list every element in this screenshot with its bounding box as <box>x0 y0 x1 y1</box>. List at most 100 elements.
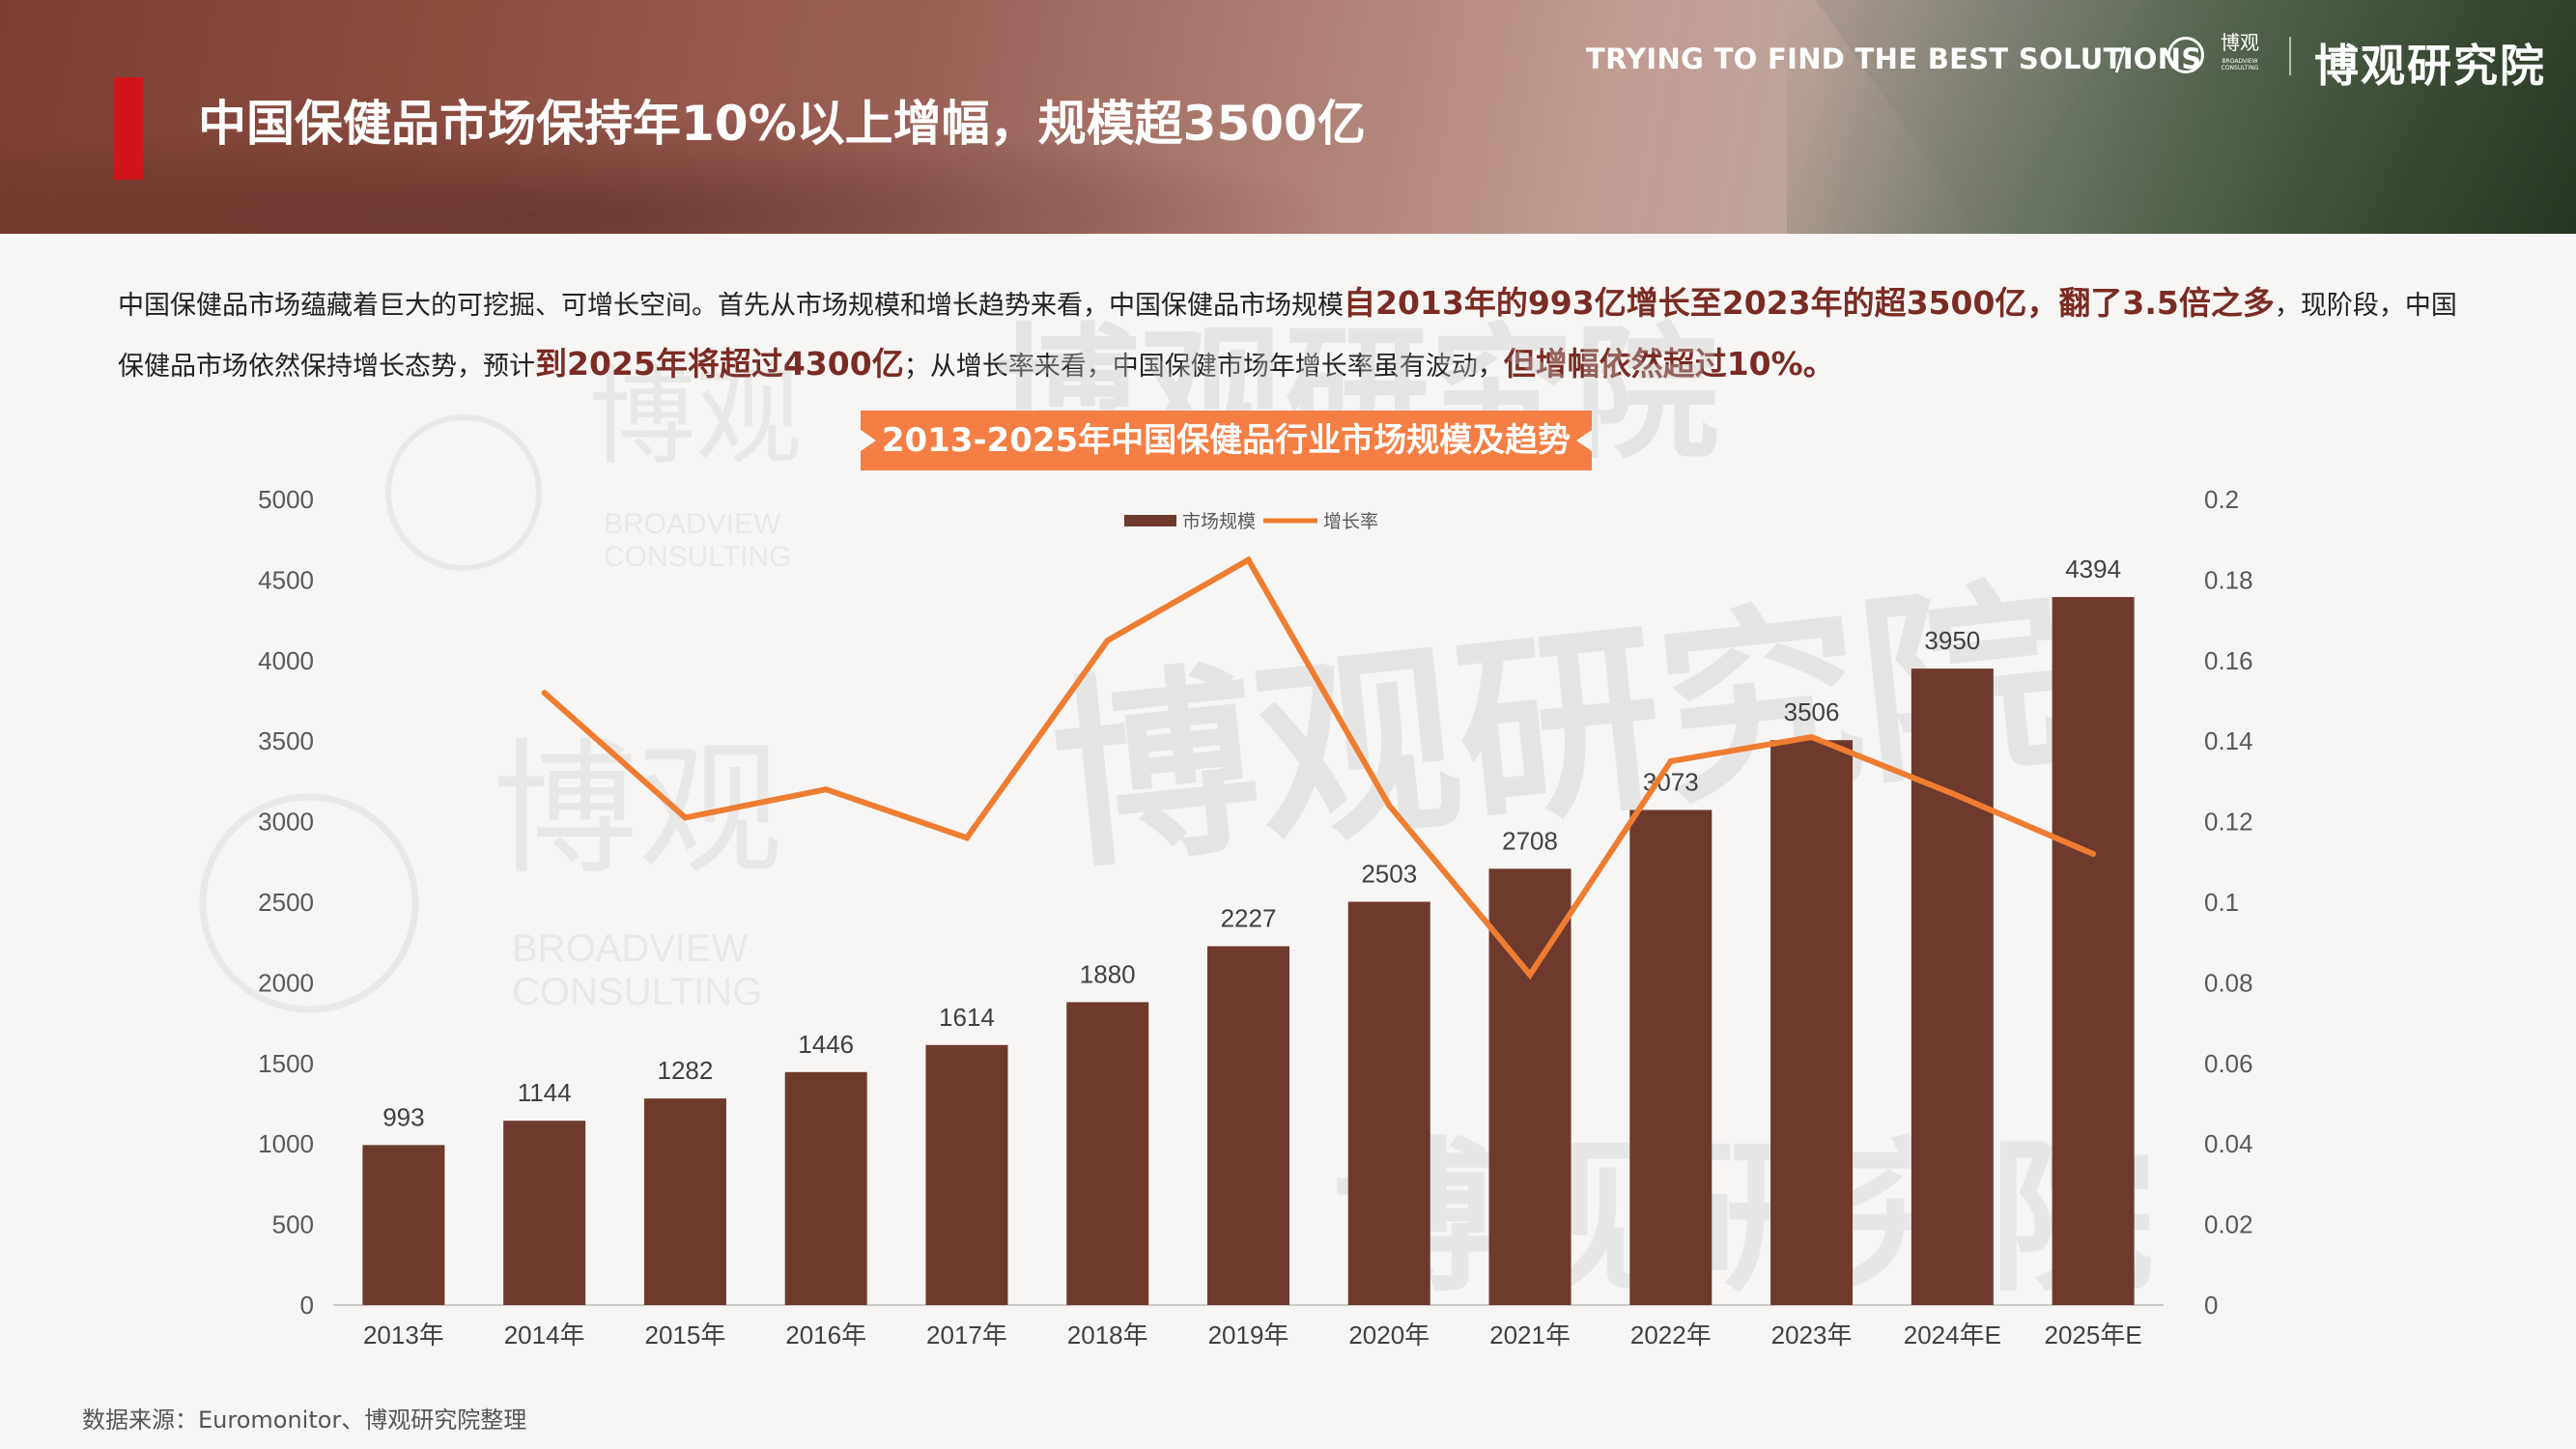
growth-rate-point <box>1949 790 1956 797</box>
x-tick-label: 2021年 <box>1489 1321 1571 1350</box>
chart-title-notch-right <box>1576 430 1592 451</box>
page-title: 中国保健品市场保持年10%以上增幅，规模超3500亿 <box>198 96 1366 152</box>
bar-8 <box>1347 901 1430 1305</box>
bar-1 <box>362 1145 445 1305</box>
bar-value-label: 3506 <box>1784 697 1840 726</box>
growth-rate-point <box>1667 758 1674 765</box>
y-left-tick-label: 500 <box>272 1210 314 1239</box>
chart-title-text: 2013-2025年中国保健品行业市场规模及趋势 <box>881 421 1571 460</box>
y-left-tick-label: 0 <box>300 1291 314 1320</box>
growth-rate-point <box>1245 556 1252 563</box>
y-left-tick-label: 2000 <box>258 968 314 997</box>
y-right-tick-label: 0.06 <box>2204 1049 2253 1078</box>
bar-value-label: 2227 <box>1221 904 1277 933</box>
x-tick-label: 2024年E <box>1904 1321 2001 1350</box>
growth-rate-point <box>1386 802 1393 809</box>
bar-value-label: 1144 <box>518 1078 572 1107</box>
x-tick-label: 2020年 <box>1348 1321 1430 1350</box>
x-tick-label: 2025年E <box>2045 1321 2142 1350</box>
growth-rate-point <box>1527 972 1534 979</box>
y-right-tick-label: 0.18 <box>2204 565 2253 594</box>
bar-7 <box>1207 946 1289 1305</box>
growth-rate-point <box>963 835 970 841</box>
chart-title-notch-left <box>861 430 876 451</box>
bar-value-label: 1446 <box>798 1030 854 1059</box>
y-left-tick-label: 3000 <box>258 808 314 837</box>
intro-text-2: ，现阶段，中国保健品市场依然保持增长态势，预计 <box>118 291 2457 382</box>
growth-rate-point <box>541 690 548 696</box>
logo-small-text: 博观 BROADVIEW CONSULTING <box>2220 33 2260 71</box>
bar-4 <box>784 1071 867 1305</box>
bar-6 <box>1066 1002 1149 1305</box>
y-right-tick-label: 0 <box>2204 1291 2218 1320</box>
logo-small-en: BROADVIEW CONSULTING <box>2221 58 2259 71</box>
y-left-tick-label: 3500 <box>258 726 314 755</box>
y-left-tick-label: 1500 <box>258 1049 314 1078</box>
intro-text-1: 中国保健品市场蕴藏着巨大的可挖掘、可增长空间。首先从市场规模和增长趋势来看，中国… <box>118 291 1344 321</box>
bar-value-label: 993 <box>382 1102 424 1131</box>
growth-rate-point <box>823 786 830 793</box>
y-left-tick-label: 2500 <box>258 888 314 917</box>
slogan-text: TRYING TO FIND THE BEST SOLUTIONS <box>1586 43 2202 75</box>
x-tick-label: 2023年 <box>1771 1321 1853 1350</box>
y-right-tick-label: 0.2 <box>2204 485 2239 514</box>
x-tick-label: 2015年 <box>645 1321 726 1350</box>
header-banner: 中国保健品市场保持年10%以上增幅，规模超3500亿 TRYING TO FIN… <box>0 0 2576 234</box>
brand-name: 博观研究院 <box>2314 40 2546 92</box>
bar-value-label: 1614 <box>939 1003 995 1032</box>
x-tick-label: 2013年 <box>363 1321 444 1350</box>
y-right-tick-label: 0.14 <box>2204 726 2253 755</box>
bar-value-label: 3950 <box>1924 626 1980 655</box>
bar-12 <box>1911 668 1994 1305</box>
bar-11 <box>1770 740 1854 1305</box>
y-left-tick-label: 5000 <box>258 485 314 514</box>
legend-swatch-bar <box>1124 515 1176 526</box>
bar-value-label: 2503 <box>1361 859 1417 888</box>
bar-10 <box>1629 810 1713 1305</box>
bar-5 <box>925 1044 1008 1305</box>
x-tick-label: 2017年 <box>926 1321 1007 1350</box>
logo-circle-icon <box>2167 37 2204 73</box>
bar-3 <box>643 1098 726 1305</box>
legend-label-bar: 市场规模 <box>1182 511 1256 532</box>
source-note: 数据来源：Euromonitor、博观研究院整理 <box>82 1406 527 1434</box>
intro-text-3: ；从增长率来看，中国保健市场年增长率虽有波动， <box>903 352 1504 382</box>
bar-value-label: 1880 <box>1080 959 1136 988</box>
y-left-tick-label: 4500 <box>258 565 314 594</box>
growth-rate-point <box>1808 734 1815 741</box>
intro-paragraph: 中国保健品市场蕴藏着巨大的可挖掘、可增长空间。首先从市场规模和增长趋势来看，中国… <box>118 274 2475 396</box>
header-mist <box>0 116 1352 234</box>
chart-title: 2013-2025年中国保健品行业市场规模及趋势 <box>861 411 1592 470</box>
y-left-tick-label: 1000 <box>258 1129 314 1158</box>
intro-highlight-3: 但增幅依然超过10%。 <box>1503 345 1835 383</box>
logo-small-cn: 博观 <box>2221 31 2259 54</box>
bar-value-label: 1282 <box>658 1056 714 1085</box>
y-right-tick-label: 0.08 <box>2204 968 2253 997</box>
bar-13 <box>2052 597 2135 1305</box>
bar-2 <box>503 1121 586 1305</box>
y-right-tick-label: 0.16 <box>2204 646 2253 675</box>
x-tick-label: 2016年 <box>785 1321 866 1350</box>
y-right-tick-label: 0.1 <box>2204 888 2239 917</box>
y-right-tick-label: 0.04 <box>2204 1129 2253 1158</box>
intro-highlight-2: 到2025年将超过4300亿 <box>535 345 904 383</box>
title-accent-bar <box>114 77 143 180</box>
intro-highlight-1: 自2013年的993亿增长至2023年的超3500亿，翻了3.5倍之多 <box>1344 284 2275 322</box>
growth-rate-line <box>542 555 2095 980</box>
x-tick-label: 2014年 <box>504 1321 585 1350</box>
x-tick-label: 2018年 <box>1067 1321 1148 1350</box>
growth-rate-point <box>1104 637 1111 643</box>
x-tick-label: 2019年 <box>1208 1321 1289 1350</box>
y-right-tick-label: 0.12 <box>2204 808 2253 837</box>
x-tick-label: 2022年 <box>1630 1321 1712 1350</box>
slogan-separator: / <box>2115 41 2126 77</box>
bar-value-label: 4394 <box>2065 554 2121 583</box>
y-left-tick-label: 4000 <box>258 646 314 675</box>
growth-rate-point <box>682 814 689 821</box>
y-right-tick-label: 0.02 <box>2204 1210 2253 1239</box>
bar-value-label: 2708 <box>1502 826 1558 855</box>
legend-label-line: 增长率 <box>1323 511 1378 532</box>
logo-divider <box>2289 37 2291 75</box>
growth-rate-point <box>2090 850 2097 857</box>
